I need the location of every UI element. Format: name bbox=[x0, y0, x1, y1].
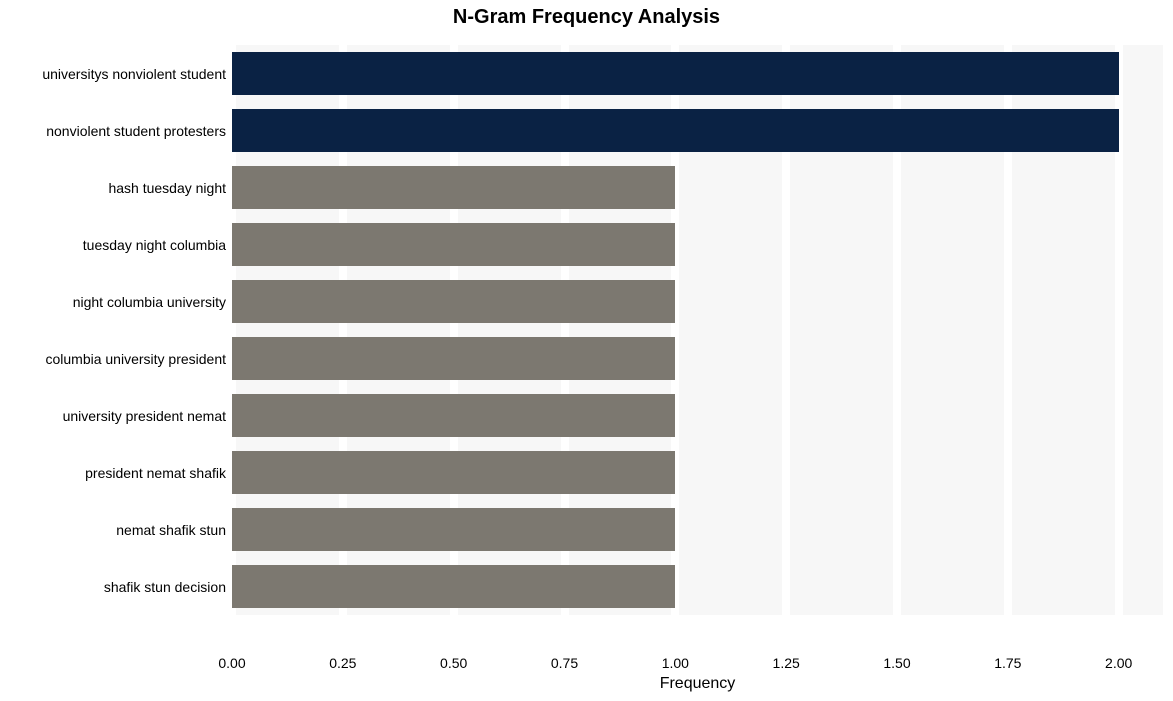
y-tick-label: university president nemat bbox=[0, 408, 226, 424]
x-tick-label: 1.25 bbox=[773, 655, 800, 671]
y-tick-label: night columbia university bbox=[0, 294, 226, 310]
y-tick-label: nemat shafik stun bbox=[0, 522, 226, 538]
bar bbox=[232, 394, 675, 437]
y-tick-label: nonviolent student protesters bbox=[0, 123, 226, 139]
x-tick-label: 0.00 bbox=[218, 655, 245, 671]
bar bbox=[232, 280, 675, 323]
y-tick-label: universitys nonviolent student bbox=[0, 66, 226, 82]
bar bbox=[232, 52, 1119, 95]
bar bbox=[232, 508, 675, 551]
ngram-frequency-chart: N-Gram Frequency Analysis universitys no… bbox=[0, 0, 1173, 701]
x-tick-label: 1.50 bbox=[883, 655, 910, 671]
plot-area bbox=[232, 35, 1163, 635]
x-tick-label: 2.00 bbox=[1105, 655, 1132, 671]
bar bbox=[232, 223, 675, 266]
x-tick-label: 0.25 bbox=[329, 655, 356, 671]
y-tick-label: president nemat shafik bbox=[0, 465, 226, 481]
x-tick-label: 1.00 bbox=[662, 655, 689, 671]
bar bbox=[232, 166, 675, 209]
y-axis-labels: universitys nonviolent student nonviolent… bbox=[0, 35, 232, 635]
bar bbox=[232, 451, 675, 494]
bar bbox=[232, 337, 675, 380]
y-tick-label: shafik stun decision bbox=[0, 579, 226, 595]
y-tick-label: tuesday night columbia bbox=[0, 237, 226, 253]
chart-title: N-Gram Frequency Analysis bbox=[0, 6, 1173, 29]
x-tick-label: 1.75 bbox=[994, 655, 1021, 671]
x-tick-label: 0.75 bbox=[551, 655, 578, 671]
y-tick-label: hash tuesday night bbox=[0, 180, 226, 196]
bar bbox=[232, 109, 1119, 152]
x-axis-ticks: 0.000.250.500.751.001.251.501.752.00 bbox=[232, 655, 1163, 675]
x-tick-label: 0.50 bbox=[440, 655, 467, 671]
bar bbox=[232, 565, 675, 608]
x-axis-label: Frequency bbox=[232, 675, 1163, 693]
y-tick-label: columbia university president bbox=[0, 351, 226, 367]
